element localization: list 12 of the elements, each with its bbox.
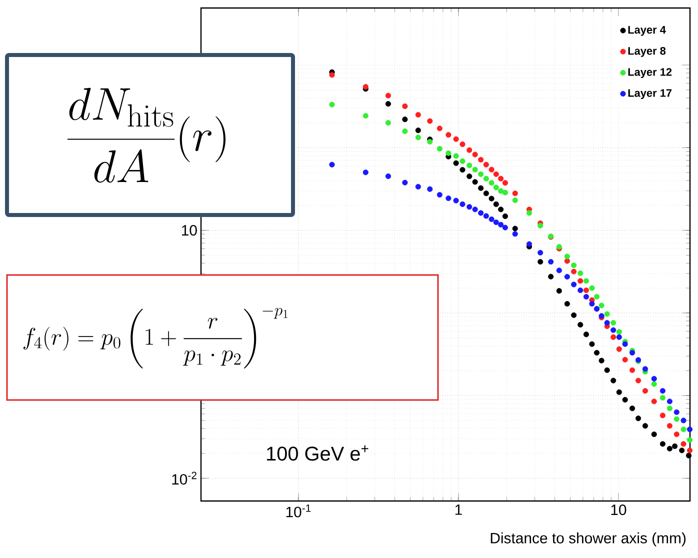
y-tick-label: 10$^{-2}$ (172, 472, 196, 485)
annotation: $f_4(r) = p_0 \left(1+\frac{r}{p_1\cdot p_2}\right)^{-p_1}$ (23, 308, 288, 368)
x-tick-label: 1 (455, 504, 462, 515)
x-tick-label: 10$^{-1}$ (286, 504, 311, 518)
annotation: $\frac{dN_{\mathrm{hits}}}{dA}(r)$ (68, 88, 226, 183)
x-axis-title: Distance to shower axis (mm) (490, 532, 686, 546)
legend-label: Layer 8 (628, 47, 666, 57)
x-tick-label: 10 (611, 504, 626, 516)
legend-label: Layer 4 (628, 26, 666, 36)
annotation: 100 GeV e$^{+}$ (267, 445, 368, 461)
legend-label: Layer 17 (628, 89, 672, 100)
legend-label: Layer 12 (628, 68, 672, 78)
